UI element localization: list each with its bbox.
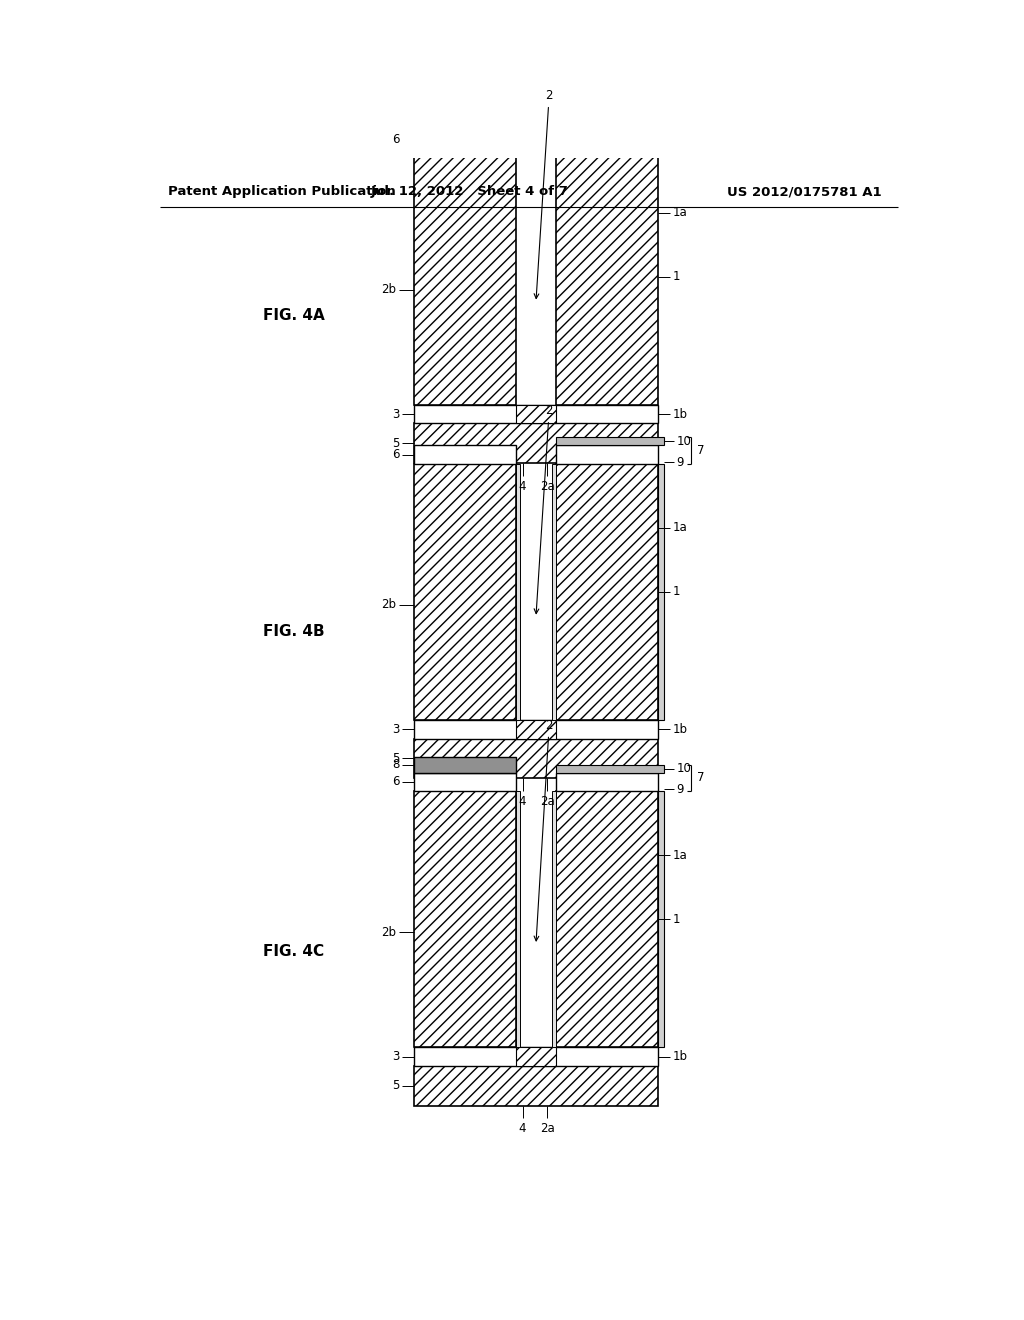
Text: 4: 4 (519, 795, 526, 808)
Bar (658, 463, 665, 721)
Text: 4: 4 (519, 479, 526, 492)
Bar (414, 445, 516, 463)
Bar (414, 1047, 658, 1065)
Text: 5: 5 (392, 752, 399, 766)
Bar (414, 758, 516, 772)
Bar (414, 149, 516, 405)
Bar (556, 463, 658, 721)
Text: US 2012/0175781 A1: US 2012/0175781 A1 (727, 185, 882, 198)
Bar (556, 791, 658, 1047)
Text: 1: 1 (673, 271, 680, 284)
Bar (516, 463, 520, 721)
Bar (414, 739, 658, 779)
Text: 3: 3 (392, 723, 399, 735)
Text: 1a: 1a (673, 849, 687, 862)
Text: 1b: 1b (673, 1051, 687, 1063)
Bar (414, 721, 658, 739)
Text: 2b: 2b (381, 598, 396, 611)
Text: 5: 5 (392, 1080, 399, 1092)
Text: 2: 2 (535, 404, 553, 614)
Bar (556, 131, 658, 149)
Text: 5: 5 (392, 437, 399, 450)
Bar (414, 791, 516, 1047)
Bar (414, 405, 658, 424)
Bar (556, 772, 658, 791)
Bar (552, 791, 556, 1047)
Text: Jul. 12, 2012   Sheet 4 of 7: Jul. 12, 2012 Sheet 4 of 7 (371, 185, 568, 198)
Text: 9: 9 (676, 783, 684, 796)
Text: FIG. 4A: FIG. 4A (263, 309, 325, 323)
Text: 2a: 2a (540, 1122, 554, 1135)
Bar (414, 131, 516, 149)
Text: 1b: 1b (673, 723, 687, 735)
Text: 4: 4 (519, 1122, 526, 1135)
Bar (516, 405, 556, 424)
Bar (414, 424, 658, 463)
Bar (556, 149, 658, 405)
Text: 1a: 1a (673, 206, 687, 219)
Bar (414, 463, 516, 721)
Text: 6: 6 (392, 449, 399, 461)
Bar (516, 791, 520, 1047)
Text: 2b: 2b (381, 925, 396, 939)
Text: 10: 10 (676, 436, 691, 447)
Bar (516, 721, 556, 739)
Text: 7: 7 (697, 771, 705, 784)
Bar (552, 463, 556, 721)
Text: 2: 2 (535, 88, 553, 298)
Text: 6: 6 (392, 775, 399, 788)
Text: 2b: 2b (381, 284, 396, 296)
Text: 1a: 1a (673, 521, 687, 535)
Text: 2a: 2a (540, 795, 554, 808)
Text: 6: 6 (392, 133, 399, 147)
Text: 10: 10 (676, 762, 691, 775)
Text: 8: 8 (392, 759, 399, 771)
Bar (516, 1047, 556, 1065)
Text: 9: 9 (676, 455, 684, 469)
Text: FIG. 4C: FIG. 4C (263, 944, 324, 958)
Text: 2a: 2a (540, 479, 554, 492)
Text: 1b: 1b (673, 408, 687, 421)
Text: 1: 1 (673, 586, 680, 598)
Text: 3: 3 (392, 408, 399, 421)
Bar (556, 445, 658, 463)
Bar (556, 437, 665, 445)
Text: Patent Application Publication: Patent Application Publication (168, 185, 395, 198)
Text: 7: 7 (697, 445, 705, 457)
Bar (414, 772, 516, 791)
Bar (556, 764, 665, 772)
Bar (414, 1065, 658, 1106)
Text: FIG. 4B: FIG. 4B (263, 623, 325, 639)
Bar (658, 791, 665, 1047)
Text: 2: 2 (535, 718, 553, 941)
Text: 1: 1 (673, 912, 680, 925)
Text: 3: 3 (392, 1051, 399, 1063)
